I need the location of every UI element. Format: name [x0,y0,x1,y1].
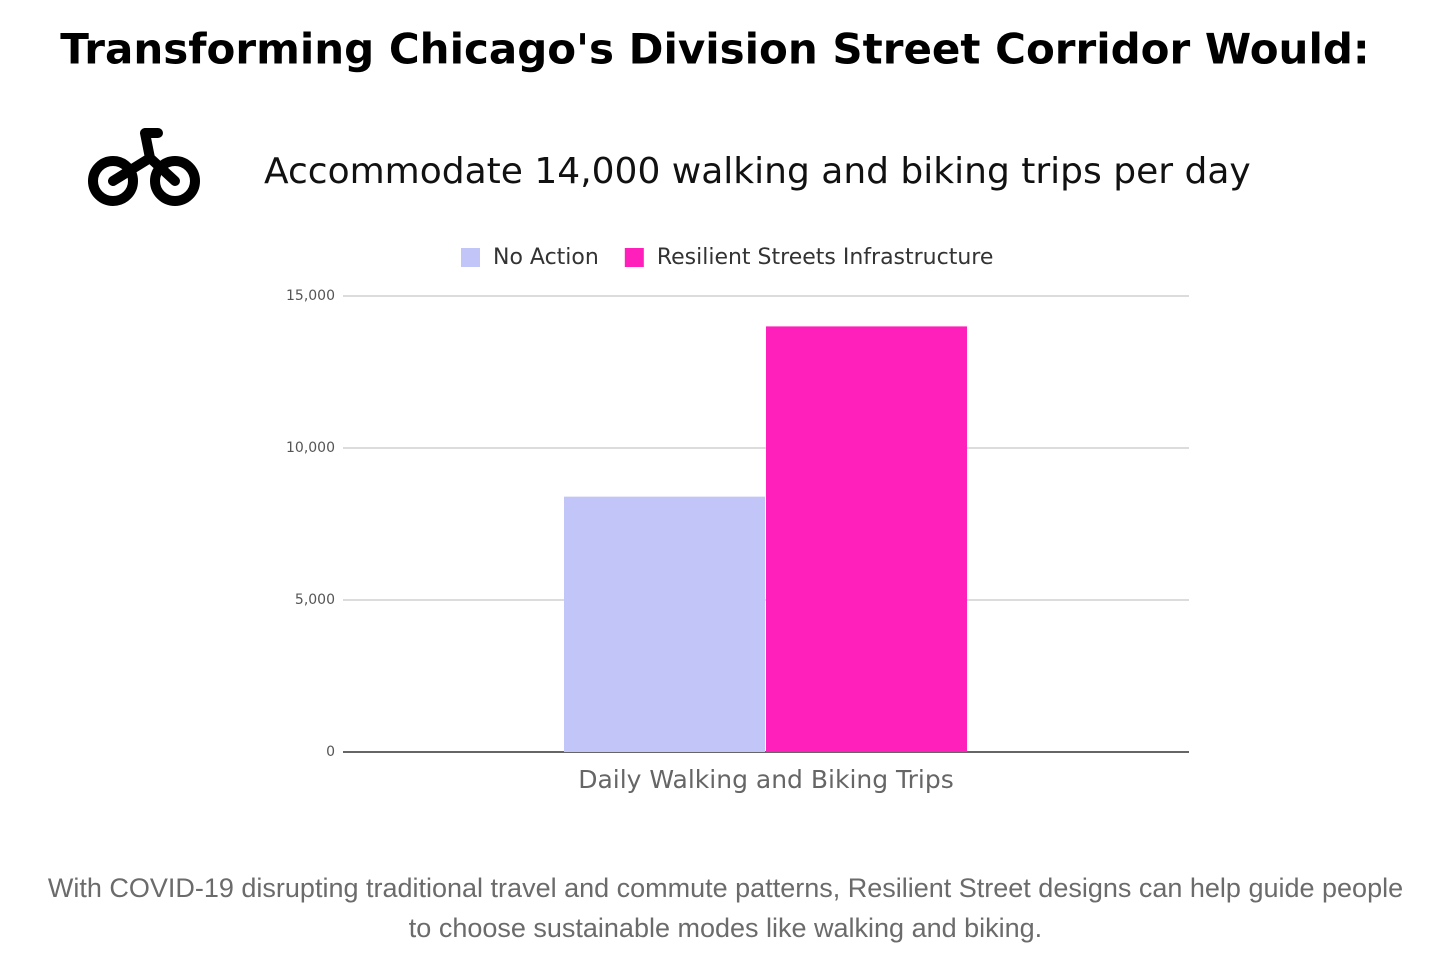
caption: With COVID-19 disrupting traditional tra… [47,873,1404,943]
y-tick-label: 0 [326,744,335,760]
bar [564,496,765,752]
legend-label: Resilient Streets Infrastructure [657,245,994,270]
legend-label: No Action [493,245,599,270]
y-tick-label: 15,000 [286,288,335,304]
chart-title: Transforming Chicago's Division Street C… [60,25,1369,74]
x-tick-label: Daily Walking and Biking Trips [578,765,954,794]
bar [766,326,967,752]
bike-icon [88,128,200,206]
chart-subtitle: Accommodate 14,000 walking and biking tr… [264,151,1251,192]
y-tick-label: 5,000 [295,592,335,608]
legend-swatch [461,248,480,267]
y-tick-label: 10,000 [286,440,335,456]
legend-swatch [624,248,644,267]
chart: Transforming Chicago's Division Street C… [60,25,1369,795]
